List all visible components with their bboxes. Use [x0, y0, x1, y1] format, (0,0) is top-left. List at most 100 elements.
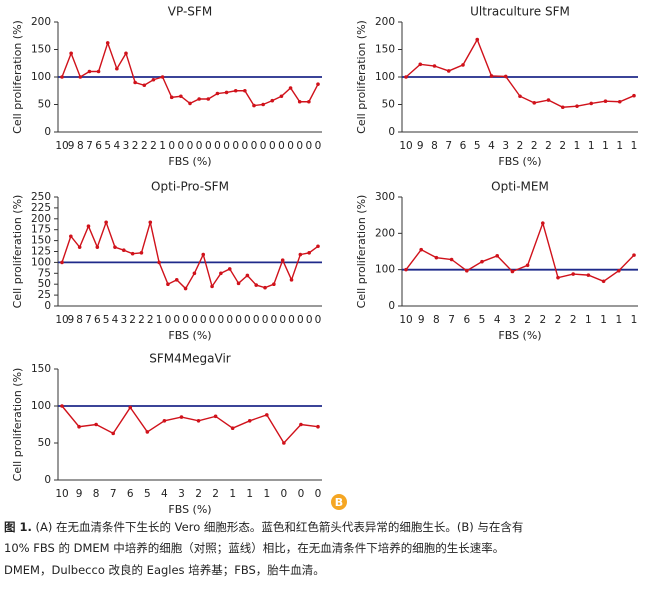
data-point: [495, 254, 500, 258]
data-point: [546, 98, 551, 102]
x-tick-label: 5: [104, 140, 111, 152]
x-tick-label: 6: [127, 488, 134, 500]
y-tick-label: 150: [31, 44, 51, 56]
y-tick-label: 50: [382, 99, 395, 111]
x-tick-label: 3: [178, 488, 185, 500]
data-point: [121, 248, 126, 252]
x-tick-label: 9: [418, 314, 425, 326]
y-tick-label: 75: [38, 267, 51, 279]
data-point: [446, 69, 451, 73]
x-tick-label: 0: [262, 314, 269, 326]
y-axis-label: Cell proliferation (%): [355, 20, 368, 134]
data-point: [130, 251, 135, 256]
data-point: [449, 257, 454, 262]
y-tick-label: 0: [44, 300, 51, 312]
x-tick-label: 3: [502, 140, 509, 152]
data-line: [405, 220, 635, 283]
y-tick-label: 200: [375, 227, 395, 239]
data-point: [111, 431, 115, 436]
x-tick-label: 4: [488, 140, 495, 152]
data-point: [617, 268, 621, 273]
x-tick-label: 2: [555, 314, 562, 326]
chart-title: Opti-MEM: [491, 180, 549, 194]
x-tick-label: 1: [588, 140, 595, 152]
x-tick-label: 0: [315, 488, 322, 500]
x-tick-label: 5: [479, 314, 486, 326]
x-tick-label: 2: [138, 314, 145, 326]
data-point: [404, 75, 408, 79]
y-axis-label: Cell proliferation (%): [11, 368, 24, 482]
data-point: [532, 101, 537, 105]
data-point: [510, 269, 515, 274]
data-point: [280, 258, 285, 263]
x-tick-label: 8: [93, 488, 100, 500]
x-tick-label: 2: [559, 140, 566, 152]
x-tick-label: 0: [200, 314, 207, 326]
x-tick-label: 1: [246, 488, 253, 500]
x-tick-label: 1: [574, 140, 581, 152]
x-tick-label: 6: [460, 140, 467, 152]
data-point: [60, 75, 64, 79]
x-tick-label: 2: [524, 314, 531, 326]
data-point: [206, 97, 211, 101]
x-tick-label: 0: [279, 314, 286, 326]
x-tick-label: 0: [168, 140, 175, 152]
caption-line: 图 1. (A) 在无血清条件下生长的 Vero 细胞形态。蓝色和红色箭头代表异…: [4, 519, 523, 535]
x-tick-label: 1: [631, 140, 638, 152]
x-axis-label: FBS (%): [168, 329, 211, 342]
x-axis-label: FBS (%): [168, 155, 211, 168]
x-tick-label: 0: [269, 140, 276, 152]
data-point: [113, 245, 117, 249]
x-tick-label: 0: [223, 140, 230, 152]
y-tick-label: 0: [44, 474, 51, 486]
data-point: [104, 220, 108, 225]
x-tick-label: 2: [517, 140, 524, 152]
data-point: [298, 252, 303, 257]
x-tick-label: 0: [306, 140, 313, 152]
chart-title: Opti-Pro-SFM: [151, 180, 229, 194]
x-tick-label: 10: [399, 314, 412, 326]
x-tick-label: 0: [209, 314, 216, 326]
x-axis-label: FBS (%): [498, 329, 541, 342]
x-tick-label: 0: [214, 140, 221, 152]
data-point: [69, 51, 73, 56]
data-point: [601, 279, 606, 284]
data-point: [148, 220, 153, 225]
data-point: [192, 271, 197, 276]
data-point: [160, 75, 165, 79]
data-line: [61, 40, 319, 107]
y-tick-label: 50: [38, 99, 51, 111]
data-point: [465, 268, 469, 273]
data-point: [419, 247, 424, 252]
x-tick-label: 10: [55, 488, 68, 500]
data-point: [157, 260, 161, 265]
data-point: [179, 94, 183, 99]
data-point: [489, 74, 494, 78]
data-point: [145, 430, 150, 434]
data-point: [560, 105, 565, 110]
data-point: [245, 273, 250, 278]
data-point: [254, 283, 259, 287]
data-point: [78, 75, 83, 79]
x-tick-label: 7: [448, 314, 455, 326]
x-tick-label: 1: [616, 140, 623, 152]
x-tick-label: 1: [263, 488, 270, 500]
x-tick-label: 6: [463, 314, 470, 326]
data-point: [77, 245, 82, 249]
x-tick-label: 1: [631, 314, 638, 326]
y-tick-label: 200: [375, 16, 395, 28]
data-point: [197, 97, 201, 101]
x-tick-label: 0: [242, 140, 249, 152]
y-axis-label: Cell proliferation (%): [11, 20, 24, 134]
data-point: [96, 69, 101, 74]
x-tick-label: 10: [55, 314, 68, 326]
x-tick-label: 2: [212, 488, 219, 500]
x-tick-label: 0: [165, 314, 172, 326]
x-tick-label: 2: [141, 140, 148, 152]
data-point: [475, 37, 480, 42]
data-point: [213, 414, 218, 419]
x-tick-label: 4: [494, 314, 501, 326]
data-point: [201, 252, 206, 257]
chart-panel: Ultraculture SFM Cell proliferation (%) FB…: [355, 5, 638, 168]
